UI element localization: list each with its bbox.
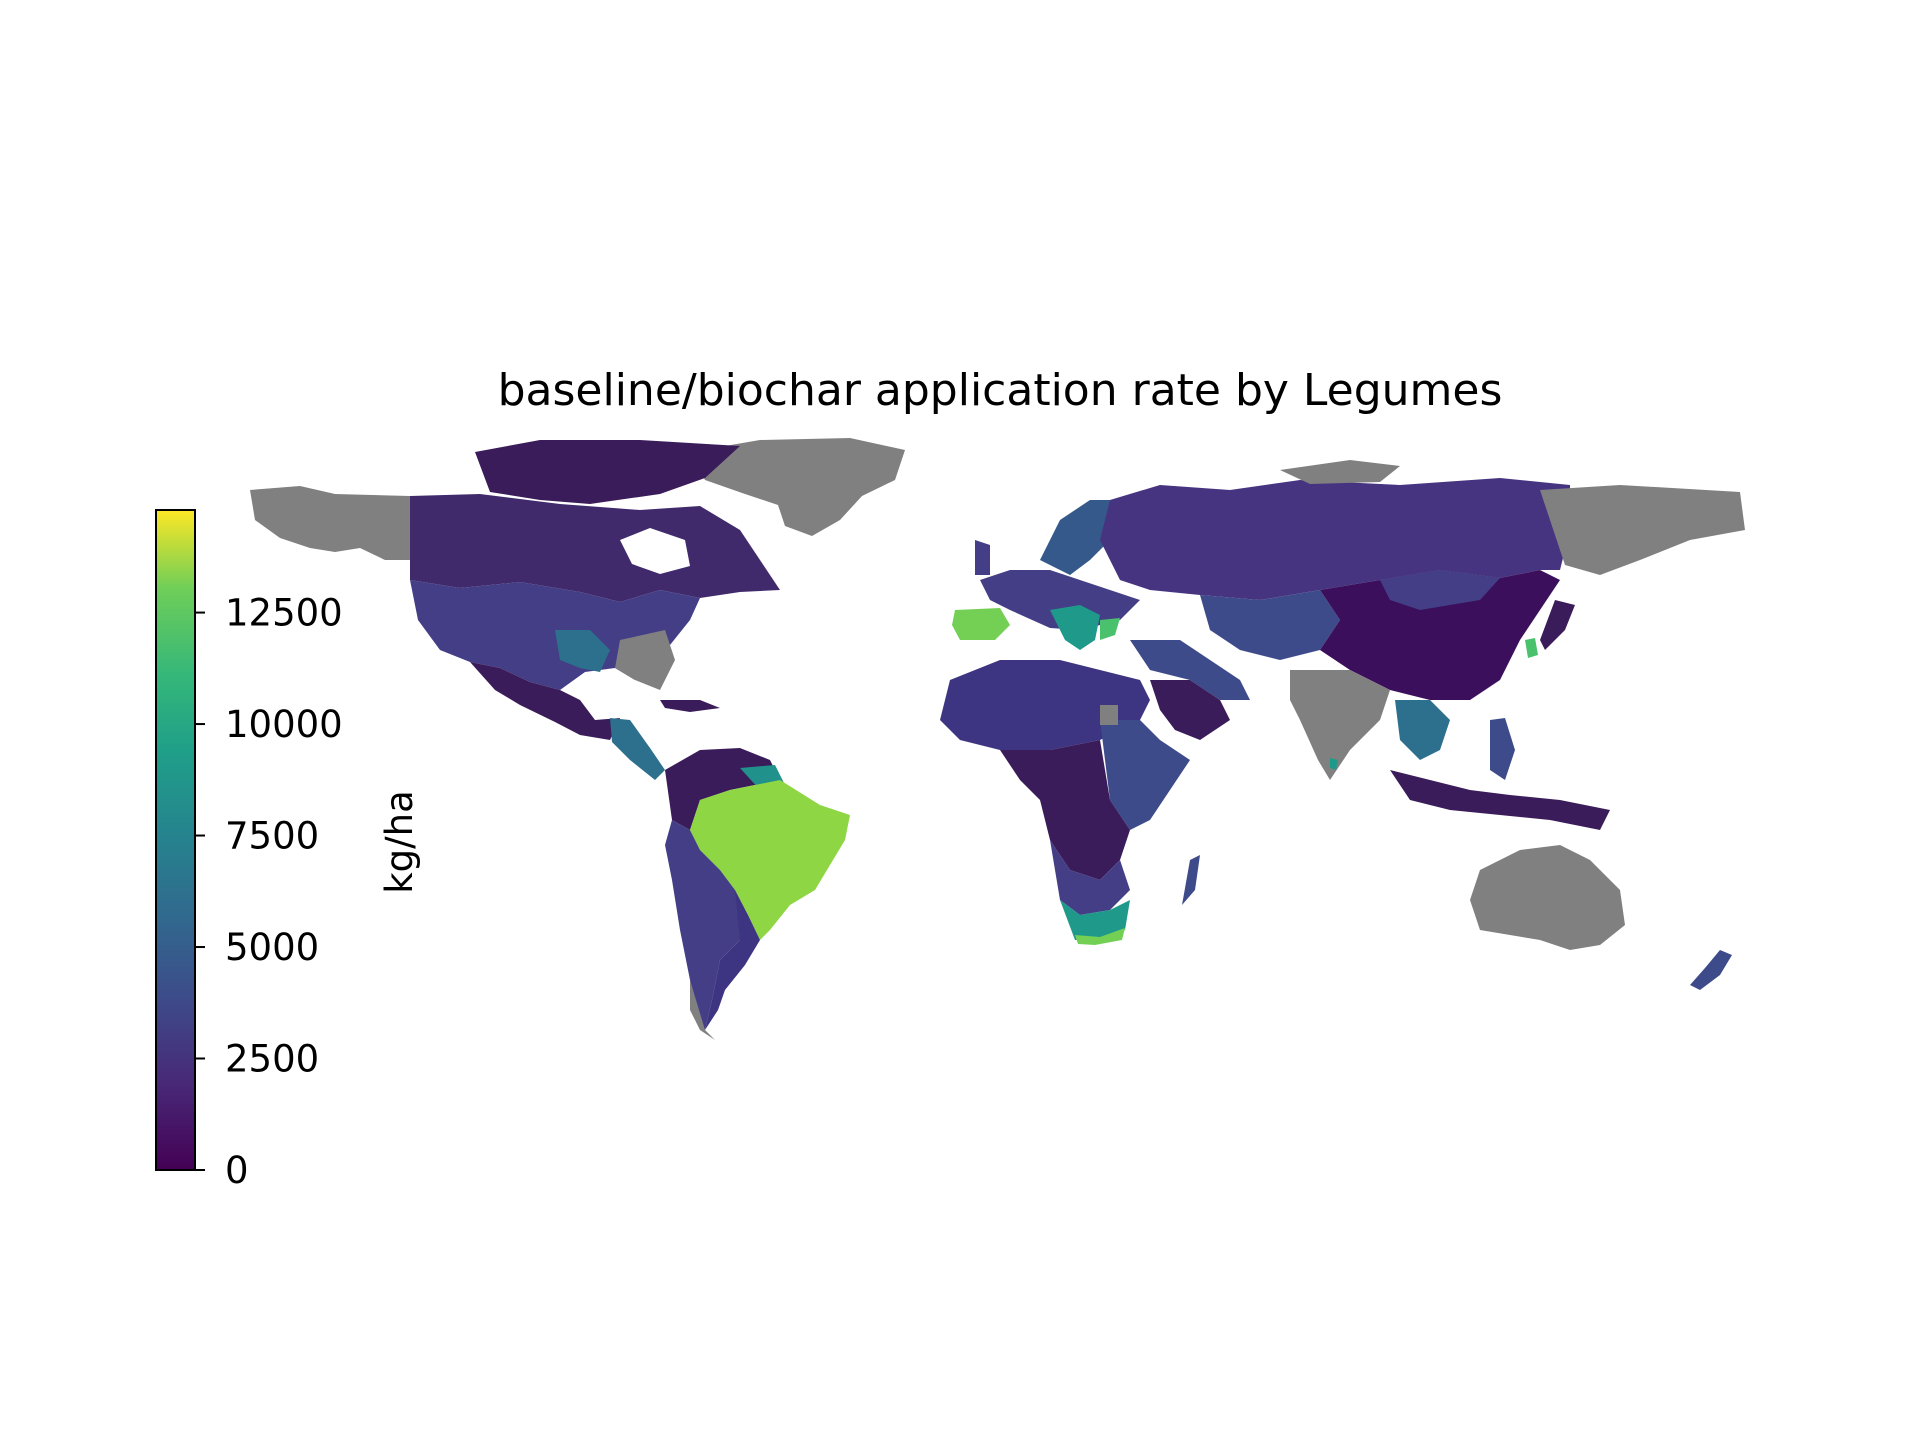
colorbar-gradient: [155, 509, 196, 1171]
region-central-america: [610, 718, 665, 780]
region-balkans: [1050, 605, 1100, 650]
region-kazakhstan: [1200, 590, 1340, 660]
colorbar-tick-label: 10000: [225, 703, 343, 746]
region-china: [1320, 570, 1560, 700]
colorbar-label: kg/ha: [378, 790, 421, 894]
region-argentina: [705, 890, 760, 1030]
region-russia-nodata: [1280, 460, 1400, 484]
region-north-africa: [940, 660, 1150, 750]
region-southern-africa: [1050, 840, 1130, 915]
hudson-bay: [620, 528, 690, 574]
region-south-africa-coast: [1075, 928, 1125, 945]
region-uk: [975, 540, 990, 575]
region-spain: [952, 608, 1010, 640]
region-usa-south: [555, 630, 610, 672]
region-brazil: [690, 780, 850, 940]
region-alaska: [250, 486, 410, 560]
region-se-asia: [1395, 700, 1450, 760]
region-south-africa: [1060, 900, 1130, 940]
region-siberia-east: [1540, 485, 1745, 575]
region-usa-nodata: [615, 630, 675, 690]
region-canada: [410, 494, 780, 602]
region-india: [1290, 670, 1390, 780]
region-indonesia: [1390, 770, 1610, 830]
region-east-africa: [1100, 720, 1190, 830]
region-australia: [1470, 845, 1625, 950]
region-russia: [1100, 478, 1570, 600]
region-patagonia: [690, 980, 715, 1040]
region-canada-islands: [475, 440, 740, 504]
region-greenland: [690, 438, 905, 536]
region-greece: [1100, 618, 1120, 640]
colorbar-ticks: 0 2500 5000 7500 10000 12500: [195, 592, 343, 1192]
colorbar-tick-label: 12500: [225, 592, 343, 635]
region-andes: [665, 820, 745, 1030]
region-scandinavia: [1040, 500, 1120, 575]
colorbar-tick-label: 2500: [225, 1038, 319, 1081]
region-new-zealand: [1690, 950, 1732, 990]
region-madagascar: [1182, 855, 1200, 905]
region-central-africa: [1000, 740, 1130, 880]
region-caribbean: [660, 700, 720, 712]
region-philippines: [1490, 718, 1515, 780]
region-mongolia: [1380, 570, 1500, 610]
colorbar-tick-label: 0: [225, 1149, 249, 1192]
region-sri-lanka: [1330, 758, 1338, 770]
colorbar-tick-label: 7500: [225, 815, 319, 858]
region-saudi: [1150, 680, 1230, 740]
region-japan: [1540, 600, 1575, 650]
region-korea: [1525, 638, 1538, 658]
region-middle-east: [1130, 640, 1250, 700]
chart-title: baseline/biochar application rate by Leg…: [497, 365, 1503, 416]
region-africa-nodata: [1100, 705, 1118, 725]
region-mexico: [470, 662, 620, 740]
colorbar-tick-label: 5000: [225, 926, 319, 969]
